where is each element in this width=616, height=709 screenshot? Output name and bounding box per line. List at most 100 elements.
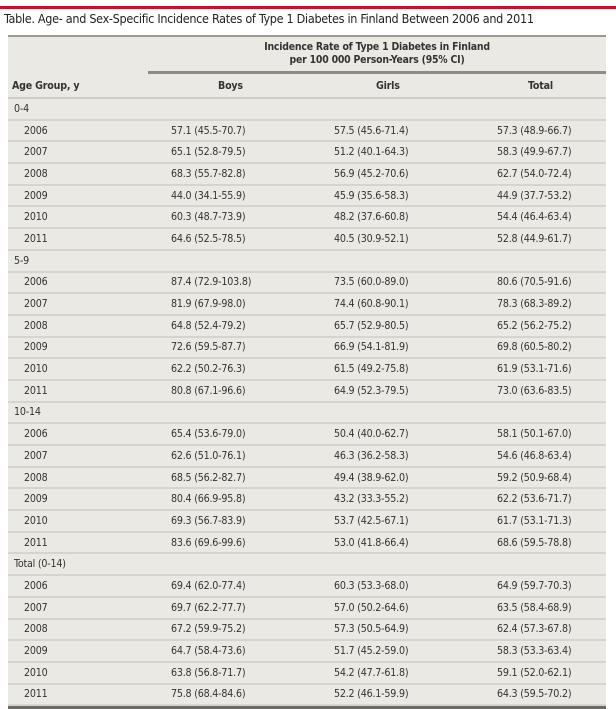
table-body: 0-4 2006 57.1 (45.5-70.7) 57.5 (45.6-71.4) 5… [8, 98, 607, 706]
table-row: 2010 60.3 (48.7-73.9) 48.2 (37.6-60.8) 54.4… [8, 206, 607, 229]
total-cell: 58.1 (50.1-67.0) [497, 428, 572, 441]
boys-cell: 80.4 (66.9-95.8) [171, 493, 246, 506]
incidence-table-container: Incidence Rate of Type 1 Diabetes in Fin… [8, 35, 607, 709]
year-cell: 2006 [24, 579, 48, 592]
girls-cell: 51.7 (45.2-59.0) [334, 645, 409, 658]
year-cell: 2009 [24, 189, 48, 202]
spanner-line-1: Incidence Rate of Type 1 Diabetes in Fin… [264, 40, 490, 53]
table-title: Table. Age- and Sex-Specific Incidence R… [4, 11, 534, 26]
girls-cell: 48.2 (37.6-60.8) [334, 211, 409, 224]
table-row: 2007 65.1 (52.8-79.5) 51.2 (40.1-64.3) 58.3… [8, 141, 607, 164]
year-cell: 2011 [24, 232, 48, 245]
age-group-label: 0-4 [14, 102, 29, 115]
year-cell: 2007 [24, 601, 48, 614]
year-cell: 2006 [24, 124, 48, 137]
year-cell: 2011 [24, 384, 48, 397]
girls-cell: 40.5 (30.9-52.1) [334, 232, 409, 245]
total-cell: 65.2 (56.2-75.2) [497, 319, 572, 332]
girls-cell: 65.7 (52.9-80.5) [334, 319, 409, 332]
boys-cell: 69.4 (62.0-77.4) [171, 579, 246, 592]
year-cell: 2007 [24, 146, 48, 159]
boys-cell: 63.8 (56.8-71.7) [171, 666, 246, 679]
table-row: 2009 72.6 (59.5-87.7) 66.9 (54.1-81.9) 69.8… [8, 337, 607, 359]
year-cell: 2008 [24, 167, 48, 180]
table-row: 2010 62.2 (50.2-76.3) 61.5 (49.2-75.8) 61.9… [8, 358, 607, 380]
girls-cell: 66.9 (54.1-81.9) [334, 341, 409, 354]
column-header-total: Total [470, 75, 607, 99]
table-row: 2007 69.7 (62.2-77.7) 57.0 (50.2-64.6) 63.5… [8, 597, 607, 619]
year-cell: 2009 [24, 493, 48, 506]
table-row: 2008 68.3 (55.7-82.8) 56.9 (45.2-70.6) 62.7… [8, 163, 607, 185]
column-header-boys: Boys [148, 75, 310, 99]
year-cell: 2008 [24, 319, 48, 332]
total-cell: 44.9 (37.7-53.2) [497, 189, 572, 202]
girls-cell: 45.9 (35.6-58.3) [334, 189, 409, 202]
total-cell: 80.6 (70.5-91.6) [497, 276, 572, 289]
top-accent-rule [0, 6, 616, 9]
total-cell: 54.6 (46.8-63.4) [497, 449, 572, 462]
table-row: 2007 81.9 (67.9-98.0) 74.4 (60.8-90.1) 78.3… [8, 293, 607, 315]
total-cell: 73.0 (63.6-83.5) [497, 384, 572, 397]
age-group-label: Total (0-14) [14, 558, 66, 571]
girls-cell: 73.5 (60.0-89.0) [334, 276, 409, 289]
boys-cell: 64.7 (58.4-73.6) [171, 645, 246, 658]
table-row: 2006 87.4 (72.9-103.8) 73.5 (60.0-89.0) 80.… [8, 272, 607, 294]
boys-cell: 68.3 (55.7-82.8) [171, 167, 246, 180]
year-cell: 2011 [24, 536, 48, 549]
girls-cell: 64.9 (52.3-79.5) [334, 384, 409, 397]
boys-cell: 67.2 (59.9-75.2) [171, 623, 246, 636]
year-cell: 2007 [24, 298, 48, 311]
girls-cell: 57.0 (50.2-64.6) [334, 601, 409, 614]
boys-cell: 80.8 (67.1-96.6) [171, 384, 246, 397]
girls-cell: 53.0 (41.8-66.4) [334, 536, 409, 549]
boys-cell: 62.6 (51.0-76.1) [171, 449, 246, 462]
girls-cell: 61.5 (49.2-75.8) [334, 363, 409, 376]
total-cell: 57.3 (48.9-66.7) [497, 124, 572, 137]
girls-cell: 52.2 (46.1-59.9) [334, 688, 409, 701]
total-cell: 61.9 (53.1-71.6) [497, 363, 572, 376]
year-cell: 2010 [24, 514, 48, 527]
total-cell: 69.8 (60.5-80.2) [497, 341, 572, 354]
total-cell: 61.7 (53.1-71.3) [497, 514, 572, 527]
total-cell: 64.3 (59.5-70.2) [497, 688, 572, 701]
table-row: 2011 83.6 (69.6-99.6) 53.0 (41.8-66.4) 68.6… [8, 532, 607, 554]
group-row: 10-14 [8, 402, 607, 424]
incidence-table: Incidence Rate of Type 1 Diabetes in Fin… [8, 37, 607, 706]
total-cell: 62.4 (57.3-67.8) [497, 623, 572, 636]
column-header-age-group: Age Group, y [8, 75, 148, 99]
girls-cell: 74.4 (60.8-90.1) [334, 298, 409, 311]
year-cell: 2007 [24, 449, 48, 462]
boys-cell: 75.8 (68.4-84.6) [171, 688, 246, 701]
boys-cell: 81.9 (67.9-98.0) [171, 298, 246, 311]
girls-cell: 60.3 (53.3-68.0) [334, 579, 409, 592]
spanner-line-2: per 100 000 Person-Years (95% CI) [289, 53, 465, 66]
total-cell: 59.2 (50.9-68.4) [497, 471, 572, 484]
girls-cell: 49.4 (38.9-62.0) [334, 471, 409, 484]
boys-cell: 72.6 (59.5-87.7) [171, 341, 246, 354]
year-cell: 2006 [24, 428, 48, 441]
boys-cell: 65.1 (52.8-79.5) [171, 146, 246, 159]
boys-cell: 44.0 (34.1-55.9) [171, 189, 246, 202]
year-cell: 2010 [24, 666, 48, 679]
girls-cell: 50.4 (40.0-62.7) [334, 428, 409, 441]
table-row: 2009 64.7 (58.4-73.6) 51.7 (45.2-59.0) 58.3… [8, 640, 607, 662]
table-row: 2007 62.6 (51.0-76.1) 46.3 (36.2-58.3) 54.6… [8, 445, 607, 467]
table-row: 2009 80.4 (66.9-95.8) 43.2 (33.3-55.2) 62.2… [8, 488, 607, 511]
girls-cell: 54.2 (47.7-61.8) [334, 666, 409, 679]
girls-cell: 56.9 (45.2-70.6) [334, 167, 409, 180]
table-row: 2008 68.5 (56.2-82.7) 49.4 (38.9-62.0) 59.2… [8, 467, 607, 489]
table-row: 2006 65.4 (53.6-79.0) 50.4 (40.0-62.7) 58.1… [8, 423, 607, 445]
year-cell: 2006 [24, 276, 48, 289]
table-row: 2010 63.8 (56.8-71.7) 54.2 (47.7-61.8) 59.1… [8, 662, 607, 684]
table-row: 2011 64.6 (52.5-78.5) 40.5 (30.9-52.1) 52.8… [8, 228, 607, 250]
boys-cell: 64.6 (52.5-78.5) [171, 232, 246, 245]
year-cell: 2008 [24, 471, 48, 484]
total-cell: 64.9 (59.7-70.3) [497, 579, 572, 592]
year-cell: 2011 [24, 688, 48, 701]
boys-cell: 65.4 (53.6-79.0) [171, 428, 246, 441]
boys-cell: 57.1 (45.5-70.7) [171, 124, 246, 137]
total-cell: 59.1 (52.0-62.1) [497, 666, 572, 679]
year-cell: 2010 [24, 363, 48, 376]
group-row: 0-4 [8, 98, 607, 120]
total-cell: 54.4 (46.4-63.4) [497, 211, 572, 224]
